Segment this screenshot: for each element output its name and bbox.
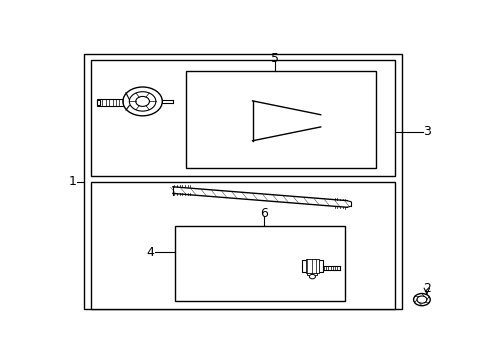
- Bar: [97, 99, 129, 105]
- Bar: [301, 260, 322, 272]
- Circle shape: [136, 96, 149, 107]
- Circle shape: [416, 296, 426, 303]
- Text: 3: 3: [422, 125, 430, 138]
- Text: 2: 2: [422, 282, 430, 295]
- Circle shape: [122, 87, 162, 116]
- Circle shape: [309, 274, 315, 279]
- Text: 4: 4: [146, 246, 154, 259]
- Circle shape: [413, 293, 429, 306]
- Bar: [97, 100, 100, 105]
- Circle shape: [129, 92, 156, 111]
- Bar: [91, 60, 394, 176]
- Bar: [175, 226, 345, 301]
- Bar: [186, 71, 375, 168]
- Bar: [91, 182, 394, 309]
- Text: 6: 6: [260, 207, 267, 220]
- Bar: [84, 54, 401, 309]
- Text: 1: 1: [68, 175, 76, 188]
- Text: 5: 5: [271, 52, 279, 65]
- Bar: [305, 259, 318, 273]
- Bar: [307, 271, 316, 275]
